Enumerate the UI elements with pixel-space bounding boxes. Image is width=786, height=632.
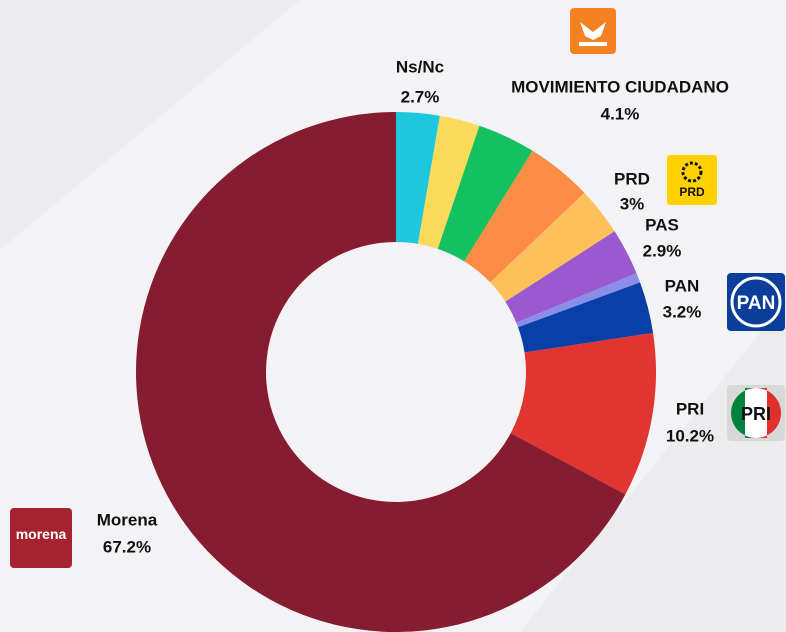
slice-label: Morena xyxy=(97,510,158,529)
slice xyxy=(516,273,641,328)
donut xyxy=(135,112,656,632)
value-label: 67.2% xyxy=(103,537,151,556)
value-label: 2.9% xyxy=(643,241,682,260)
slice-label: PAS xyxy=(645,215,679,234)
value-label: 4.1% xyxy=(601,104,640,123)
value-label: 10.2% xyxy=(666,426,714,445)
slice-label: MOVIMIENTO CIUDADANO xyxy=(511,77,729,96)
slice xyxy=(437,125,533,262)
logo-pri: PRI xyxy=(727,385,785,441)
logo-pan: PAN xyxy=(727,273,785,331)
slice xyxy=(490,192,615,302)
value-label: 3% xyxy=(620,194,645,213)
background-shape xyxy=(520,300,786,632)
background-shape xyxy=(0,0,300,250)
slice xyxy=(464,150,585,283)
logo-mc xyxy=(570,8,616,54)
slice xyxy=(510,332,656,495)
logo-text: PRI xyxy=(741,404,771,424)
slice-label: Ns/Nc xyxy=(396,57,444,76)
slice xyxy=(135,112,626,632)
slice xyxy=(518,282,654,353)
logo-text: PRD xyxy=(679,185,705,199)
slice-label: PRD xyxy=(614,169,650,188)
slice xyxy=(505,231,637,323)
slice-label: PRI xyxy=(676,399,704,418)
value-label: 2.7% xyxy=(401,87,440,106)
slice-label: PAN xyxy=(665,276,700,295)
logo-prd: PRD xyxy=(667,155,717,205)
logo-morena: morena xyxy=(10,508,72,568)
value-label: 3.2% xyxy=(663,302,702,321)
logo-text: PAN xyxy=(737,293,776,314)
slice xyxy=(417,115,480,249)
logo-text: morena xyxy=(16,526,67,542)
slice xyxy=(396,112,440,244)
